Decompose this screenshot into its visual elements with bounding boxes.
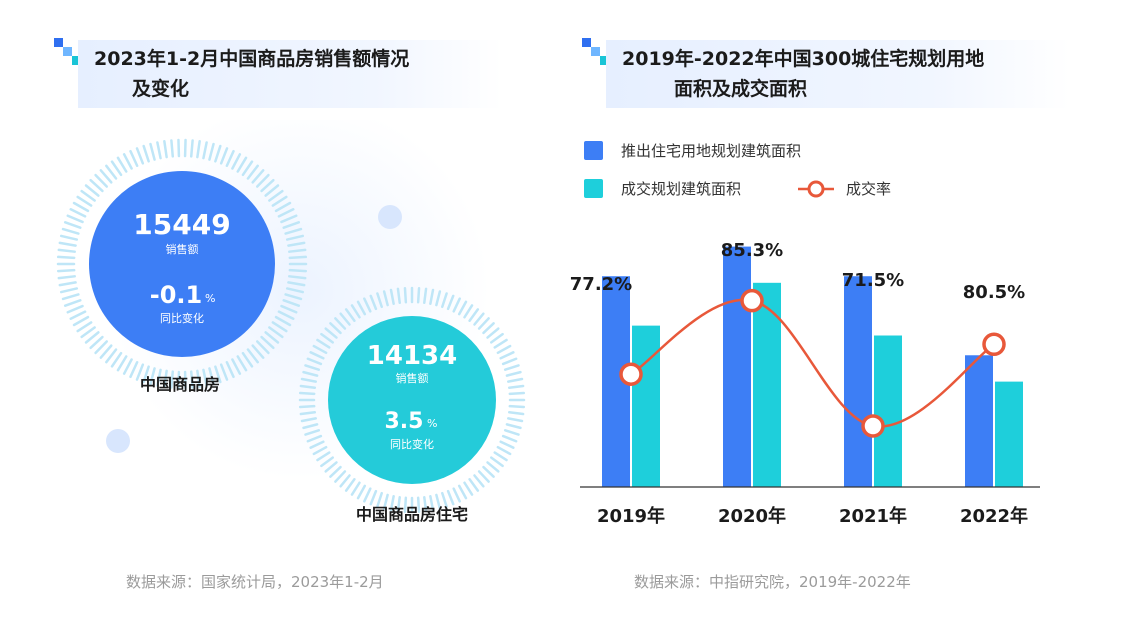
circle2-change: 3.5 [385,409,424,434]
rate-point [740,288,764,313]
circle1-value: 15449 [133,208,230,241]
bar-transacted-0 [632,325,660,487]
right-panel-title: 2019年-2022年中国300城住宅规划用地 面积及成交面积 [606,40,1070,108]
decor-dot-2 [106,429,130,453]
left-source: 数据来源：国家统计局，2023年1-2月 [126,573,384,591]
left-panel-title: 2023年1-2月中国商品房销售额情况 及变化 [78,40,502,108]
circle1-tick-ring [56,138,308,390]
legend-marker-rate [798,180,834,197]
rate-data-label: 77.2% [570,274,632,295]
left-title-line2: 及变化 [132,78,190,100]
right-title-line1: 2019年-2022年中国300城住宅规划用地 [622,48,985,70]
bar-transacted-1 [753,282,781,487]
x-tick-label: 2021年 [839,505,907,527]
circle1-change: -0.1 [150,281,202,309]
legend-item-series1: 推出住宅用地规划建筑面积 [584,140,801,161]
x-tick-label: 2020年 [718,505,786,527]
legend-label-series2: 成交规划建筑面积 [621,180,742,198]
right-title-line2: 面积及成交面积 [674,78,808,100]
legend-item-series3: 成交率 [796,178,891,199]
x-tick-label: 2019年 [597,505,665,527]
circle1-change-unit: % [205,292,215,305]
left-title-icon [54,38,86,70]
legend-swatch-series1 [584,141,603,160]
left-circles-graphic: 15449 销售额 -0.1 % 同比变化 14134 销售额 3.5 % 同比… [56,120,526,524]
circle2-value: 14134 [367,341,457,371]
circle2-disc [328,316,496,484]
bar-launched-2 [844,276,872,487]
right-title-icon [582,38,614,70]
rate-point [619,362,643,386]
legend-label-series3: 成交率 [846,180,892,198]
circle2-tick-ring [298,286,526,514]
circle2-change-label: 同比变化 [390,437,434,451]
bar-transacted-2 [874,335,902,487]
bar-launched-3 [965,355,993,487]
rate-point [982,332,1006,357]
rate-point [861,414,885,438]
circle1-disc [89,171,275,357]
circle1-change-label: 同比变化 [160,311,204,325]
circle1-caption: 中国商品房 [140,375,220,394]
rate-line [630,298,995,428]
bar-launched-1 [723,246,751,487]
rate-data-label: 71.5% [842,270,904,291]
circle2-value-label: 销售额 [396,371,429,385]
decor-dot-1 [378,205,402,229]
left-title-line1: 2023年1-2月中国商品房销售额情况 [94,48,410,70]
legend-item-series2: 成交规划建筑面积 [584,178,741,199]
x-tick-label: 2022年 [960,505,1028,527]
circle1-value-label: 销售额 [166,242,199,256]
rate-data-label: 85.3% [721,240,783,261]
rate-data-label: 80.5% [963,282,1025,303]
bar-transacted-3 [995,381,1023,487]
right-source: 数据来源：中指研究院，2019年-2022年 [634,573,911,591]
circle2-change-unit: % [427,417,437,430]
legend-label-series1: 推出住宅用地规划建筑面积 [621,142,802,160]
legend-swatch-series2 [584,179,603,198]
circle2-caption: 中国商品房住宅 [356,505,468,524]
bar-line-chart: 2019年 2020年 2021年 2022年 77.2% 85.3% 71.5% 80.5% [570,240,1040,527]
